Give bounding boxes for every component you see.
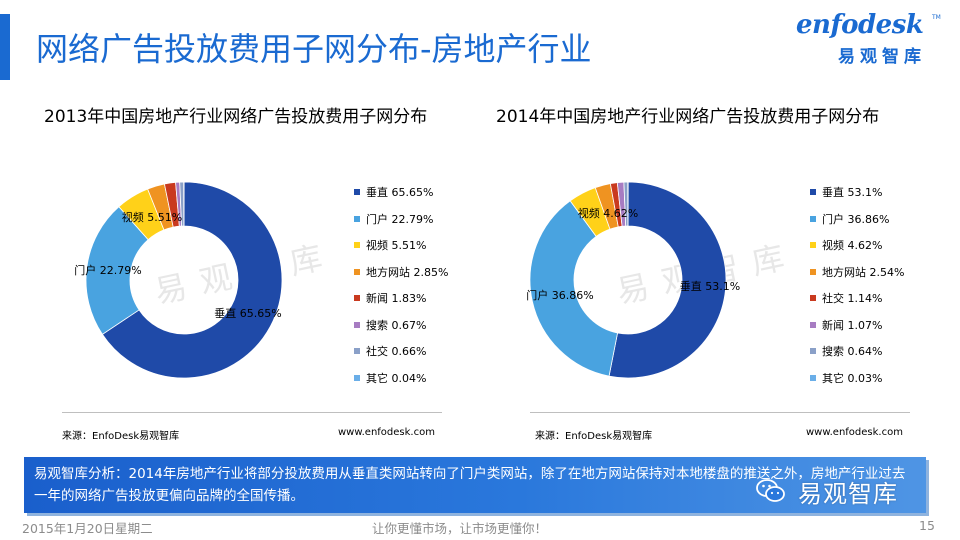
legend-label: 搜索 0.67%	[366, 318, 427, 332]
legend-item: 垂直 53.1%	[810, 184, 882, 200]
legend-label: 社交 0.66%	[366, 345, 427, 358]
footer-date: 2015年1月20日星期二	[22, 521, 153, 536]
legend-swatch	[354, 215, 360, 222]
slice-门户	[85, 206, 149, 335]
legend-swatch	[810, 295, 816, 301]
wechat-label: 易观智库	[798, 480, 898, 508]
legend-item: 视频 5.51%	[354, 237, 426, 253]
legend-item: 新闻 1.83%	[354, 290, 426, 306]
legend-swatch	[354, 268, 360, 275]
legend-swatch	[810, 321, 816, 328]
logo-wordmark: enfodesk	[796, 10, 924, 40]
legend-item: 视频 4.62%	[810, 237, 882, 253]
donut-chart-2013: 垂直 65.65% 门户 22.79% 视频 5.51%	[74, 181, 283, 379]
donut-chart-2014: 垂直 53.1% 门户 36.86% 视频 4.62%	[526, 181, 740, 379]
source-note-2013: 来源：EnfoDesk易观智库	[62, 431, 180, 442]
slice-门户	[529, 200, 619, 377]
legend-label: 垂直 53.1%	[822, 186, 883, 199]
analysis-text: 易观智库分析：2014年房地产行业将部分投放费用从垂直类网站转向了门户类网站，除…	[34, 466, 906, 504]
legend-swatch	[810, 374, 816, 381]
legend-swatch	[354, 295, 360, 301]
title-accent-bar	[0, 14, 10, 80]
legend-label: 新闻 1.07%	[822, 318, 883, 332]
legend-item: 搜索 0.64%	[810, 343, 882, 359]
data-label-垂直: 垂直 53.1%	[680, 279, 740, 293]
legend-label: 新闻 1.83%	[366, 292, 427, 305]
enfodesk-logo: enfodesk TM 易观智库	[796, 10, 946, 70]
footer	[0, 516, 960, 540]
legend-swatch	[354, 242, 360, 248]
legend-label: 门户 36.86%	[822, 212, 890, 226]
legend-item: 垂直 65.65%	[354, 184, 433, 200]
legend-swatch	[810, 268, 816, 275]
legend-label: 门户 22.79%	[366, 212, 434, 226]
legend-swatch	[354, 321, 360, 328]
chart-2013-title: 2013年中国房地产行业网络广告投放费用子网分布	[44, 107, 428, 127]
legend-item: 其它 0.03%	[810, 370, 882, 386]
legend-label: 社交 1.14%	[822, 292, 883, 305]
footer-slogan: 让你更懂市场，让市场更懂你！	[372, 521, 548, 536]
legend-item: 地方网站 2.85%	[354, 264, 448, 280]
legend-swatch	[354, 348, 360, 354]
legend-item: 地方网站 2.54%	[810, 264, 904, 280]
data-label-视频: 视频 4.62%	[578, 206, 638, 220]
legend-swatch	[354, 374, 360, 381]
slice-垂直	[608, 181, 727, 379]
legend-swatch	[810, 348, 816, 354]
page-title: 网络广告投放费用子网分布-房地产行业	[36, 30, 592, 68]
legend-label: 地方网站 2.54%	[822, 265, 905, 279]
source-divider-2014	[530, 412, 910, 413]
legend-swatch	[810, 189, 816, 195]
legend-item: 其它 0.04%	[354, 370, 426, 386]
source-divider-2013	[62, 412, 442, 413]
legend-item: 门户 36.86%	[810, 211, 889, 227]
legend-swatch	[810, 215, 816, 222]
logo-chinese-name: 易观智库	[838, 47, 926, 67]
legend-item: 新闻 1.07%	[810, 317, 882, 333]
legend-label: 地方网站 2.85%	[366, 265, 449, 279]
legend-item: 搜索 0.67%	[354, 317, 426, 333]
legend-label: 其它 0.03%	[822, 371, 883, 385]
legend-label: 搜索 0.64%	[822, 345, 883, 358]
legend-swatch	[354, 189, 360, 195]
source-site-2014: www.enfodesk.com	[806, 427, 903, 438]
wechat-badge: 易观智库	[756, 474, 932, 514]
slice-垂直	[101, 181, 283, 379]
source-site-2013: www.enfodesk.com	[338, 427, 435, 438]
legend-item: 社交 0.66%	[354, 343, 426, 359]
analysis-box: 易观智库分析：2014年房地产行业将部分投放费用从垂直类网站转向了门户类网站，除…	[24, 457, 926, 513]
data-label-垂直: 垂直 65.65%	[214, 306, 281, 320]
legend-label: 其它 0.04%	[366, 371, 427, 385]
legend-item: 社交 1.14%	[810, 290, 882, 306]
legend-swatch	[810, 242, 816, 248]
legend-label: 垂直 65.65%	[366, 186, 434, 199]
legend-item: 门户 22.79%	[354, 211, 433, 227]
logo-trademark: TM	[932, 14, 941, 21]
wechat-icon	[756, 479, 785, 502]
page-number: 15	[919, 518, 935, 533]
legend-label: 视频 5.51%	[366, 239, 427, 252]
data-label-视频: 视频 5.51%	[122, 210, 182, 224]
chart-2014-title: 2014年中国房地产行业网络广告投放费用子网分布	[496, 107, 880, 127]
data-label-门户: 门户 22.79%	[74, 263, 141, 277]
data-label-门户: 门户 36.86%	[526, 288, 593, 302]
legend-label: 视频 4.62%	[822, 239, 883, 252]
source-note-2014: 来源：EnfoDesk易观智库	[535, 431, 653, 442]
